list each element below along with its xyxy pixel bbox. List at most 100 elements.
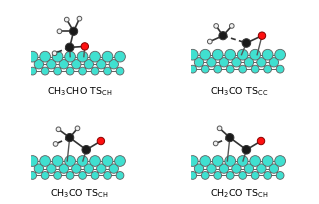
Circle shape bbox=[225, 156, 235, 166]
Circle shape bbox=[187, 156, 198, 166]
Circle shape bbox=[250, 156, 261, 166]
Circle shape bbox=[232, 58, 241, 67]
Circle shape bbox=[104, 172, 111, 179]
Circle shape bbox=[52, 156, 63, 166]
Circle shape bbox=[54, 67, 62, 75]
Circle shape bbox=[194, 164, 204, 173]
Circle shape bbox=[251, 172, 259, 179]
Circle shape bbox=[244, 164, 254, 173]
Circle shape bbox=[72, 164, 81, 173]
Circle shape bbox=[66, 67, 74, 75]
Circle shape bbox=[187, 49, 198, 60]
Circle shape bbox=[77, 51, 88, 62]
Text: $\mathrm{CH_3CO\ TS_{CC}}$: $\mathrm{CH_3CO\ TS_{CC}}$ bbox=[211, 85, 269, 98]
Circle shape bbox=[104, 67, 111, 75]
Circle shape bbox=[102, 156, 113, 166]
Text: $\mathrm{CH_3CO\ TS_{CH}}$: $\mathrm{CH_3CO\ TS_{CH}}$ bbox=[50, 187, 108, 200]
Circle shape bbox=[276, 172, 284, 179]
Circle shape bbox=[207, 58, 216, 67]
Circle shape bbox=[201, 172, 209, 179]
Circle shape bbox=[239, 172, 247, 179]
Circle shape bbox=[57, 29, 62, 34]
Circle shape bbox=[232, 164, 241, 173]
Circle shape bbox=[229, 24, 234, 28]
Circle shape bbox=[214, 24, 219, 28]
Circle shape bbox=[91, 172, 99, 179]
Circle shape bbox=[97, 60, 106, 69]
Circle shape bbox=[258, 32, 266, 39]
Circle shape bbox=[269, 58, 278, 67]
Text: $\mathrm{CH_2CO\ TS_{CH}}$: $\mathrm{CH_2CO\ TS_{CH}}$ bbox=[211, 187, 269, 200]
Circle shape bbox=[257, 164, 266, 173]
Circle shape bbox=[65, 156, 75, 166]
Circle shape bbox=[82, 145, 91, 154]
Circle shape bbox=[275, 156, 286, 166]
Circle shape bbox=[207, 39, 212, 44]
Circle shape bbox=[214, 172, 222, 179]
Circle shape bbox=[97, 137, 105, 145]
Circle shape bbox=[102, 51, 113, 62]
Circle shape bbox=[242, 145, 251, 154]
Circle shape bbox=[27, 51, 38, 62]
Circle shape bbox=[262, 156, 273, 166]
Circle shape bbox=[189, 172, 197, 179]
Circle shape bbox=[116, 172, 124, 179]
Circle shape bbox=[66, 172, 74, 179]
Circle shape bbox=[214, 65, 222, 73]
Circle shape bbox=[52, 51, 57, 55]
Circle shape bbox=[189, 65, 197, 73]
Circle shape bbox=[239, 65, 247, 73]
Circle shape bbox=[250, 49, 261, 60]
Circle shape bbox=[34, 164, 44, 173]
Circle shape bbox=[226, 172, 234, 179]
Circle shape bbox=[219, 58, 229, 67]
Circle shape bbox=[237, 49, 248, 60]
Circle shape bbox=[79, 67, 86, 75]
Circle shape bbox=[217, 126, 222, 131]
Circle shape bbox=[70, 27, 78, 35]
Circle shape bbox=[52, 51, 63, 62]
Circle shape bbox=[275, 49, 286, 60]
Circle shape bbox=[115, 51, 125, 62]
Circle shape bbox=[77, 156, 88, 166]
Circle shape bbox=[84, 164, 93, 173]
Circle shape bbox=[242, 39, 251, 47]
Circle shape bbox=[65, 43, 74, 52]
Circle shape bbox=[84, 60, 93, 69]
Circle shape bbox=[207, 164, 216, 173]
Circle shape bbox=[226, 133, 234, 142]
Circle shape bbox=[27, 156, 38, 166]
Circle shape bbox=[251, 65, 259, 73]
Circle shape bbox=[200, 49, 211, 60]
Circle shape bbox=[194, 58, 204, 67]
Circle shape bbox=[90, 156, 100, 166]
Circle shape bbox=[219, 164, 229, 173]
Text: $\mathrm{CH_3CHO\ TS_{CH}}$: $\mathrm{CH_3CHO\ TS_{CH}}$ bbox=[47, 85, 112, 98]
Circle shape bbox=[56, 127, 61, 132]
Circle shape bbox=[34, 60, 44, 69]
Circle shape bbox=[109, 60, 118, 69]
Circle shape bbox=[40, 156, 50, 166]
Circle shape bbox=[264, 172, 271, 179]
Circle shape bbox=[200, 156, 211, 166]
Circle shape bbox=[201, 65, 209, 73]
Circle shape bbox=[29, 172, 37, 179]
Circle shape bbox=[47, 60, 56, 69]
Circle shape bbox=[276, 65, 284, 73]
Circle shape bbox=[212, 156, 223, 166]
Circle shape bbox=[219, 32, 227, 40]
Circle shape bbox=[213, 141, 218, 146]
Circle shape bbox=[65, 51, 75, 62]
Circle shape bbox=[47, 164, 56, 173]
Circle shape bbox=[262, 49, 273, 60]
Circle shape bbox=[269, 164, 278, 173]
Circle shape bbox=[257, 137, 265, 145]
Circle shape bbox=[116, 67, 124, 75]
Circle shape bbox=[66, 133, 74, 142]
Circle shape bbox=[41, 67, 49, 75]
Circle shape bbox=[109, 164, 118, 173]
Circle shape bbox=[59, 60, 69, 69]
Circle shape bbox=[72, 60, 81, 69]
Circle shape bbox=[257, 58, 266, 67]
Circle shape bbox=[75, 126, 80, 131]
